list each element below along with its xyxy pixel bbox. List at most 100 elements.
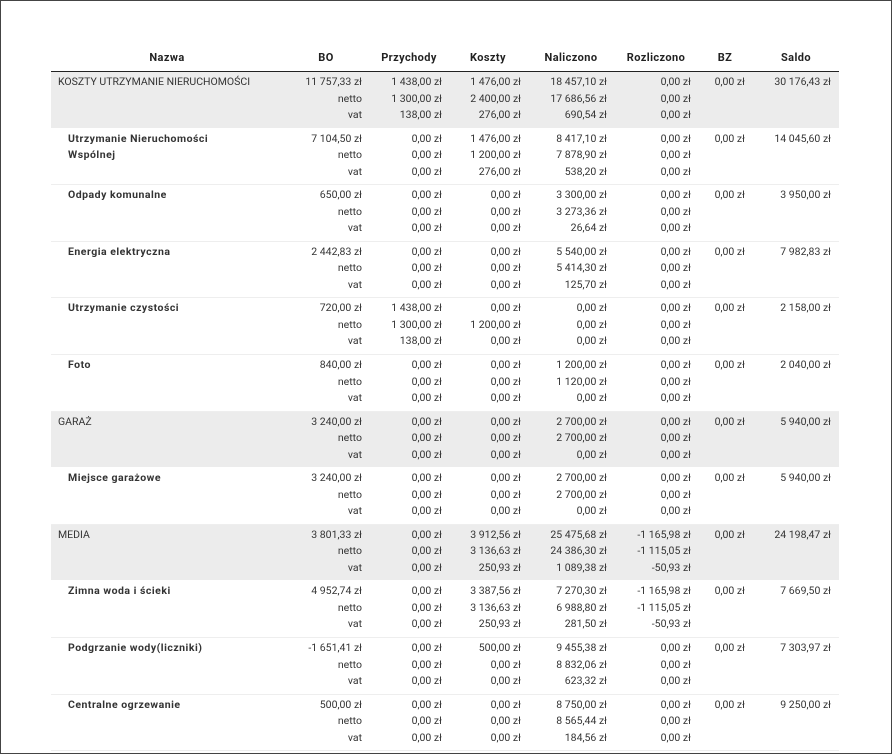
bo-value: -1 651,41 zł <box>308 641 362 654</box>
amount: 2 700,00 zł <box>556 487 607 501</box>
amount: 0,00 zł <box>660 358 691 371</box>
amount: 0,00 zł <box>660 108 691 121</box>
sublabel: netto <box>337 544 362 558</box>
amount: 0,00 zł <box>411 431 442 445</box>
amount: 0,00 zł <box>411 358 442 371</box>
amount: 0,00 zł <box>490 674 521 687</box>
amount: 0,00 zł <box>660 221 691 235</box>
amount: 8 832,06 zł <box>556 657 607 671</box>
amount: 0,00 zł <box>490 447 521 461</box>
amount: 1 200,00 zł <box>556 358 607 371</box>
amount: 0,00 zł <box>660 75 691 88</box>
bz-value: 0,00 zł <box>714 414 745 428</box>
amount: 0,00 zł <box>660 697 691 711</box>
saldo-value: 3 950,00 zł <box>780 188 831 202</box>
amount: 2 400,00 zł <box>470 91 521 105</box>
column-header: BZ <box>717 51 733 64</box>
bz-value: 0,00 zł <box>714 584 745 598</box>
amount: 0,00 zł <box>660 148 691 162</box>
sublabel: netto <box>337 657 362 671</box>
amount: 1 089,38 zł <box>556 560 607 574</box>
amount: 7 878,90 zł <box>556 148 607 162</box>
amount: 0,00 zł <box>490 714 521 728</box>
amount: 0,00 zł <box>576 447 607 461</box>
amount: 0,00 zł <box>411 617 442 631</box>
sublabel: vat <box>347 108 362 121</box>
bz-value: 0,00 zł <box>714 697 745 711</box>
amount: 0,00 zł <box>660 204 691 218</box>
sublabel: vat <box>347 504 362 518</box>
bo-value: 3 240,00 zł <box>311 414 362 428</box>
amount: 1 300,00 zł <box>391 91 442 105</box>
item-name: Miejsce garażowe <box>68 471 161 485</box>
amount: 0,00 zł <box>660 447 691 461</box>
saldo-value: 5 940,00 zł <box>780 471 831 485</box>
saldo-value: 24 198,47 zł <box>774 527 831 541</box>
bo-value: 3 240,00 zł <box>311 471 362 485</box>
amount: 0,00 zł <box>660 334 691 348</box>
amount: 0,00 zł <box>490 261 521 275</box>
amount: 26,64 zł <box>570 221 607 235</box>
sublabel: vat <box>347 391 362 404</box>
amount: 3 300,00 zł <box>556 188 607 202</box>
saldo-value: 9 250,00 zł <box>780 697 831 711</box>
bo-value: 3 801,33 zł <box>311 527 362 541</box>
amount: 0,00 zł <box>490 657 521 671</box>
amount: 281,50 zł <box>564 617 607 631</box>
bz-value: 0,00 zł <box>714 188 745 202</box>
column-header: Przychody <box>381 51 437 64</box>
amount: 0,00 zł <box>411 487 442 501</box>
amount: 0,00 zł <box>411 374 442 388</box>
amount: 0,00 zł <box>490 471 521 485</box>
amount: 0,00 zł <box>660 674 691 687</box>
amount: 0,00 zł <box>490 504 521 518</box>
row-separator <box>51 240 839 242</box>
group-name: MEDIA <box>58 527 90 541</box>
amount: 0,00 zł <box>411 641 442 654</box>
sublabel: vat <box>347 447 362 461</box>
amount: 0,00 zł <box>660 374 691 388</box>
amount: 6 988,80 zł <box>556 600 607 614</box>
amount: 0,00 zł <box>411 204 442 218</box>
saldo-value: 14 045,60 zł <box>774 131 831 145</box>
amount: 1 438,00 zł <box>391 301 442 315</box>
sublabel: netto <box>337 317 362 331</box>
sublabel: netto <box>337 148 362 162</box>
column-header: Nazwa <box>149 51 185 64</box>
amount: 0,00 zł <box>411 600 442 614</box>
amount: 0,00 zł <box>411 261 442 275</box>
amount: -50,93 zł <box>651 560 691 574</box>
amount: 3 273,36 zł <box>556 204 607 218</box>
header-rule <box>51 71 839 72</box>
row-separator <box>51 693 839 695</box>
sublabel: vat <box>347 277 362 291</box>
amount: 0,00 zł <box>660 244 691 258</box>
saldo-value: 2 158,00 zł <box>780 301 831 315</box>
amount: 0,00 zł <box>490 697 521 711</box>
amount: 0,00 zł <box>660 414 691 428</box>
row-separator <box>51 523 839 525</box>
row-separator <box>51 637 839 638</box>
item-name: Energia elektryczna <box>68 244 171 258</box>
amount: 0,00 zł <box>490 244 521 258</box>
amount: 0,00 zł <box>490 730 521 744</box>
item-name: Podgrzanie wody(liczniki) <box>68 641 203 654</box>
bo-value: 840,00 zł <box>319 358 362 371</box>
item-name: Odpady komunalne <box>68 188 167 202</box>
item-name: Zimna woda i ścieki <box>68 584 171 598</box>
saldo-value: 30 176,43 zł <box>774 75 831 88</box>
amount: 0,00 zł <box>576 504 607 518</box>
saldo-value: 5 940,00 zł <box>780 414 831 428</box>
amount: 5 414,30 zł <box>556 261 607 275</box>
amount: 1 200,00 zł <box>470 148 521 162</box>
amount: 0,00 zł <box>411 391 442 404</box>
amount: -1 165,98 zł <box>637 584 691 598</box>
amount: 276,00 zł <box>478 164 521 178</box>
sublabel: netto <box>337 91 362 105</box>
amount: 3 136,63 zł <box>470 544 521 558</box>
amount: 0,00 zł <box>411 584 442 598</box>
amount: 0,00 zł <box>576 301 607 315</box>
amount: 0,00 zł <box>660 714 691 728</box>
row-separator <box>51 750 839 752</box>
amount: 0,00 zł <box>660 487 691 501</box>
